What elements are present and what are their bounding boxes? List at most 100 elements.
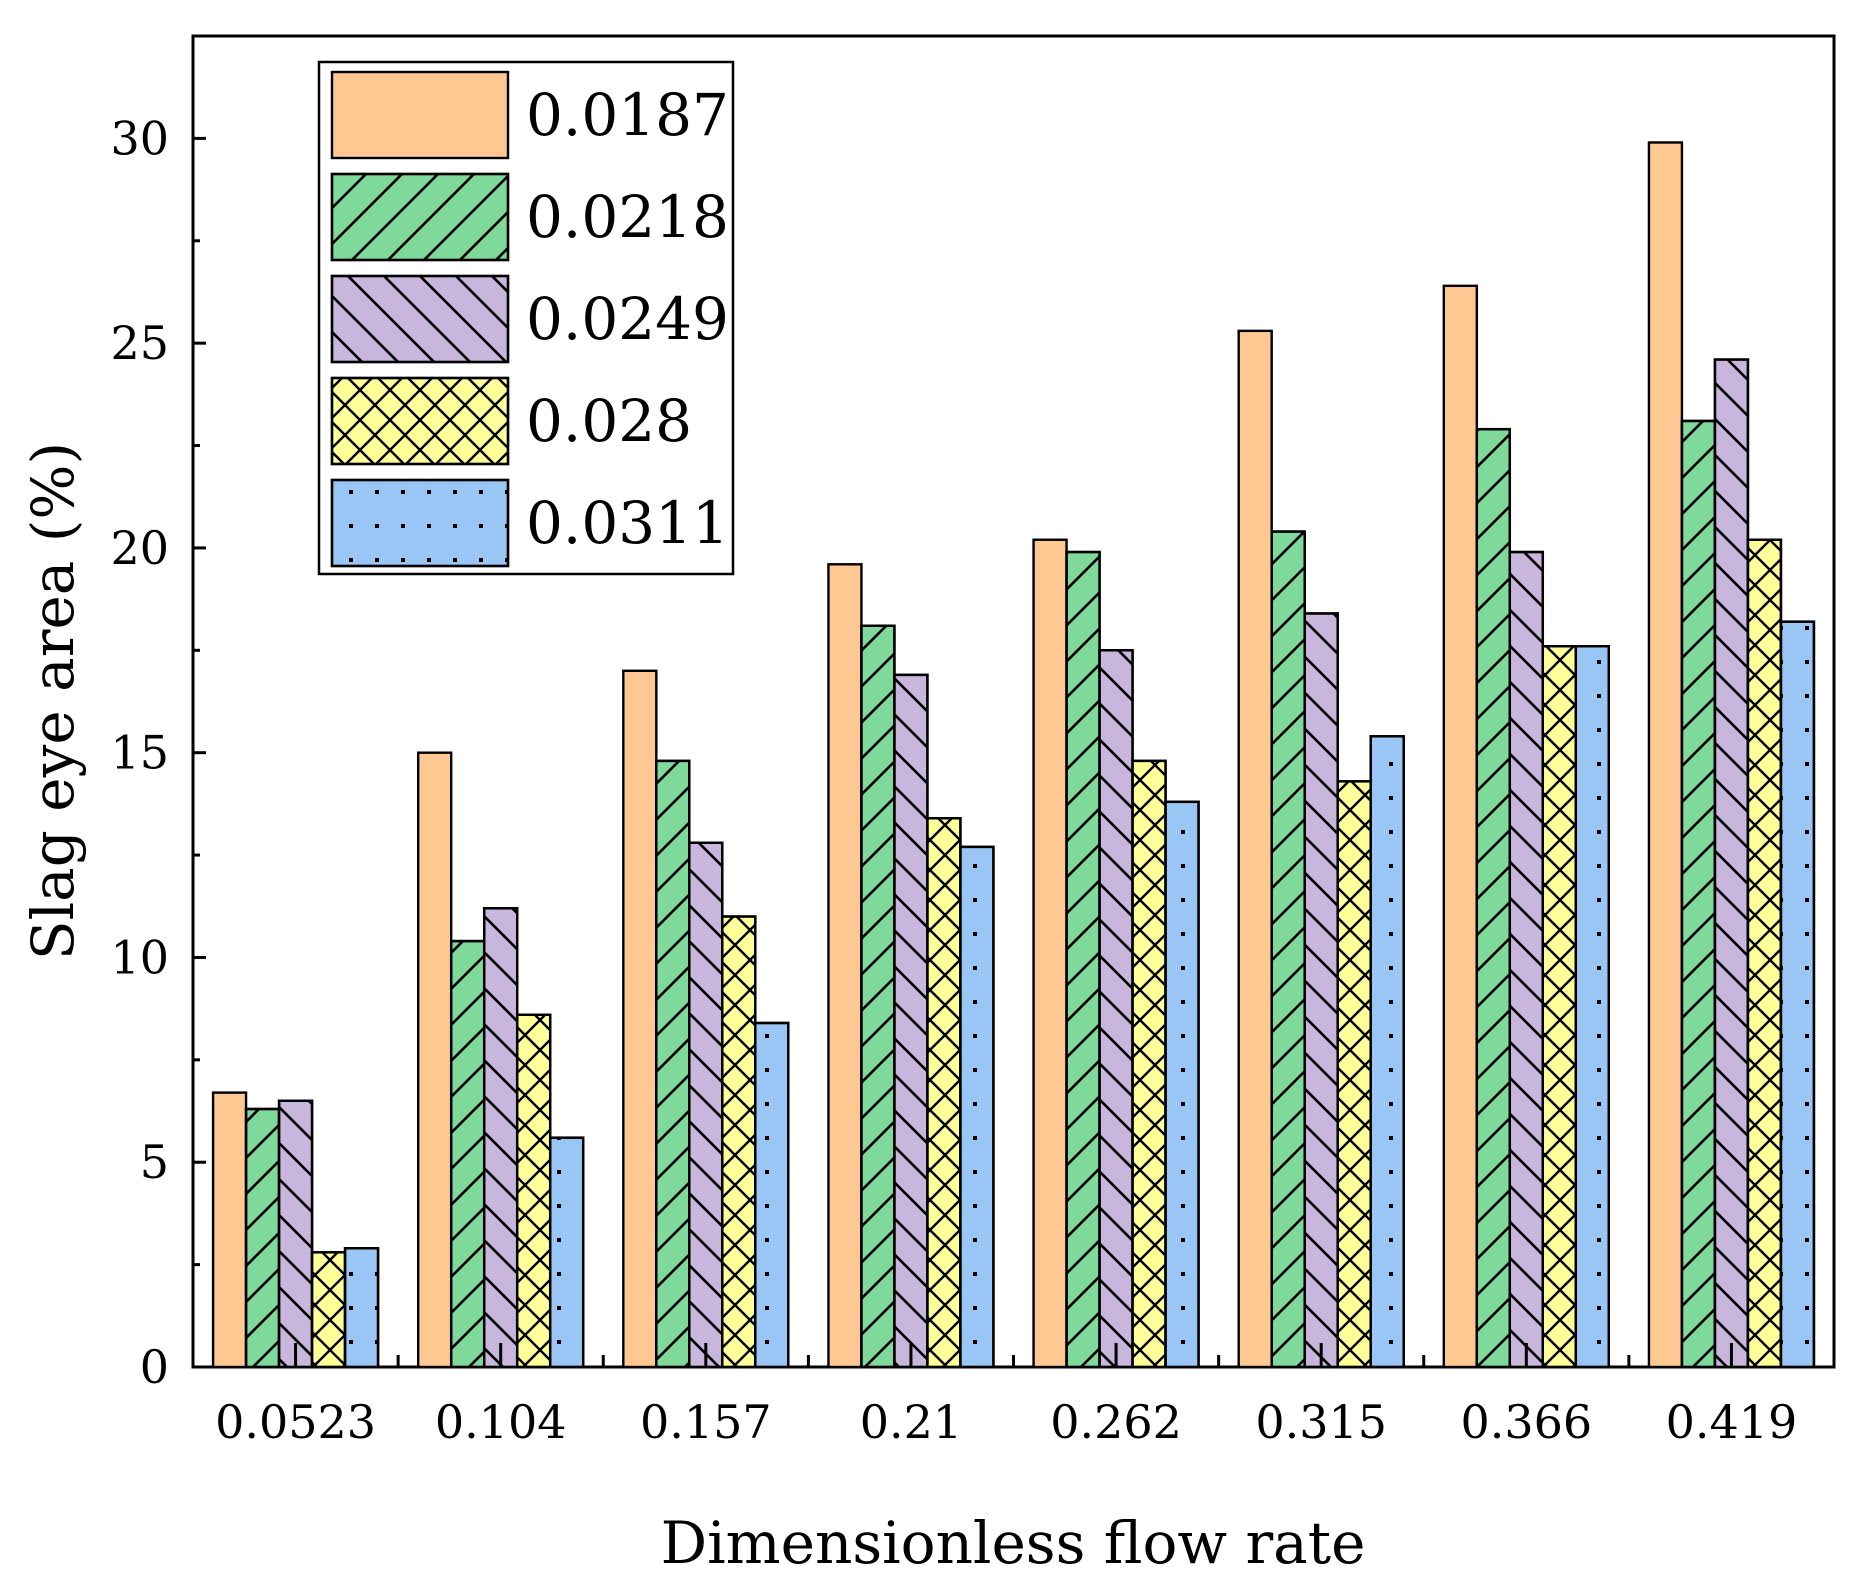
bar-pattern — [1680, 419, 1717, 1369]
y-tick-label: 10 — [110, 930, 169, 984]
bar-pattern — [1508, 550, 1545, 1369]
x-tick-label: 0.419 — [1666, 1395, 1798, 1449]
bar-pattern — [449, 939, 486, 1369]
bar-pattern — [482, 907, 519, 1369]
bar-pattern — [1270, 530, 1306, 1369]
bar-0.0311-0.0523 — [343, 1247, 380, 1369]
bar-pattern — [1369, 735, 1405, 1369]
bar-pattern — [343, 1247, 380, 1369]
legend-label: 0.0249 — [526, 285, 729, 353]
bar-0.0249-0.104 — [482, 907, 519, 1369]
bar-0.0187-0.157 — [622, 669, 658, 1369]
legend-label: 0.0311 — [526, 489, 729, 557]
legend: 0.0187 0.0218 0.0249 0.028 0.0311 — [317, 60, 735, 576]
bar-0.028-0.315 — [1336, 780, 1372, 1369]
bar-pattern — [1065, 550, 1101, 1369]
bar-0.028-0.262 — [1131, 759, 1167, 1369]
bar-pattern — [1098, 649, 1134, 1369]
y-tick-label: 20 — [110, 521, 169, 575]
x-tick-label: 0.157 — [640, 1395, 772, 1449]
y-tick-label: 15 — [110, 726, 169, 780]
bar-pattern — [1336, 780, 1372, 1369]
legend-item-0.0311: 0.0311 — [330, 478, 729, 568]
legend-item-0.0249: 0.0249 — [330, 274, 729, 364]
y-axis-title: Slag eye area (%) — [19, 442, 87, 960]
bar-pattern — [655, 759, 691, 1369]
legend-item-0.0187: 0.0187 — [330, 70, 729, 160]
legend-swatch-pattern — [330, 376, 510, 466]
bar-pattern — [721, 915, 757, 1369]
bar-0.0311-0.366 — [1574, 645, 1611, 1369]
bar-0.0249-0.366 — [1508, 550, 1545, 1369]
bar-0.0218-0.262 — [1065, 550, 1101, 1369]
bar-0.0187-0.21 — [827, 563, 863, 1369]
bar-0.0311-0.419 — [1779, 620, 1816, 1369]
bar-0.0187-0.262 — [1032, 538, 1068, 1369]
y-tick-label: 25 — [110, 316, 169, 370]
y-tick-label: 30 — [110, 111, 169, 165]
bar-0.0249-0.262 — [1098, 649, 1134, 1369]
bar-pattern — [310, 1251, 347, 1369]
bars — [211, 141, 1816, 1369]
bar-0.0249-0.21 — [893, 673, 929, 1369]
bar-0.028-0.419 — [1746, 538, 1783, 1369]
y-tick-label: 5 — [140, 1135, 169, 1189]
bar-0.0311-0.21 — [959, 845, 995, 1369]
legend-swatch-pattern — [330, 274, 510, 364]
bar-0.028-0.157 — [721, 915, 757, 1369]
bar-0.0311-0.315 — [1369, 735, 1405, 1369]
bar-0.0187-0.104 — [416, 751, 453, 1369]
bar-pattern — [1131, 759, 1167, 1369]
bar-fill — [1032, 538, 1068, 1369]
bar-0.0218-0.21 — [860, 624, 896, 1369]
legend-item-0.0218: 0.0218 — [330, 172, 729, 262]
x-tick-label: 0.315 — [1255, 1395, 1387, 1449]
bar-0.0218-0.157 — [655, 759, 691, 1369]
bar-0.0249-0.157 — [688, 841, 724, 1369]
bar-0.0187-0.315 — [1237, 329, 1273, 1369]
x-tick-label: 0.104 — [435, 1395, 567, 1449]
bar-0.0218-0.366 — [1475, 427, 1512, 1369]
bar-0.0218-0.104 — [449, 939, 486, 1369]
legend-swatch — [330, 70, 510, 160]
x-tick-label: 0.21 — [860, 1395, 962, 1449]
bar-pattern — [1541, 645, 1578, 1369]
bar-fill — [622, 669, 658, 1369]
bar-0.0249-0.315 — [1303, 612, 1339, 1369]
legend-label: 0.028 — [526, 387, 692, 455]
bar-0.0187-0.419 — [1647, 141, 1684, 1369]
x-tick-label: 0.0523 — [215, 1395, 376, 1449]
legend-label: 0.0187 — [526, 81, 729, 149]
bar-fill — [416, 751, 453, 1369]
bar-0.0187-0.0523 — [211, 1091, 248, 1369]
bar-0.028-0.366 — [1541, 645, 1578, 1369]
x-tick-label: 0.366 — [1460, 1395, 1592, 1449]
bar-pattern — [1164, 800, 1200, 1369]
bar-pattern — [1303, 612, 1339, 1369]
bar-0.028-0.104 — [515, 1013, 552, 1369]
bar-pattern — [515, 1013, 552, 1369]
bar-0.0187-0.366 — [1442, 284, 1479, 1369]
bar-0.028-0.21 — [926, 817, 962, 1369]
bar-0.0218-0.315 — [1270, 530, 1306, 1369]
legend-swatch-pattern — [330, 172, 510, 262]
legend-swatch-pattern — [330, 478, 510, 568]
bar-fill — [827, 563, 863, 1369]
bar-fill — [211, 1091, 248, 1369]
bar-pattern — [277, 1099, 314, 1369]
bar-fill — [1647, 141, 1684, 1369]
bar-pattern — [1746, 538, 1783, 1369]
bar-pattern — [1574, 645, 1611, 1369]
bar-pattern — [754, 1021, 790, 1369]
bar-0.028-0.0523 — [310, 1251, 347, 1369]
bar-fill — [1237, 329, 1273, 1369]
bar-pattern — [1713, 358, 1750, 1369]
x-tick-label: 0.262 — [1050, 1395, 1182, 1449]
bar-0.0311-0.104 — [548, 1136, 585, 1369]
x-axis-title: Dimensionless flow rate — [661, 1509, 1366, 1577]
bar-fill — [1442, 284, 1479, 1369]
bar-pattern — [959, 845, 995, 1369]
bar-0.0311-0.262 — [1164, 800, 1200, 1369]
bar-0.0218-0.419 — [1680, 419, 1717, 1369]
